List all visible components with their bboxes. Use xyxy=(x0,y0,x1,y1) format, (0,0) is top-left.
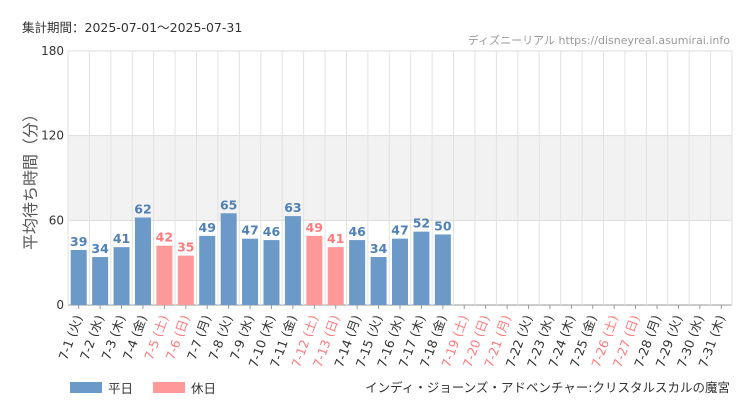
legend-weekday-swatch xyxy=(70,382,102,393)
data-label: 63 xyxy=(284,200,301,215)
data-label: 47 xyxy=(391,223,408,238)
bar xyxy=(242,238,259,305)
data-label: 39 xyxy=(70,234,87,249)
data-label: 46 xyxy=(263,224,281,239)
data-label: 46 xyxy=(348,224,366,239)
data-label: 34 xyxy=(91,241,109,256)
bar xyxy=(327,247,344,305)
y-tick-label: 0 xyxy=(56,298,64,312)
bar xyxy=(113,247,130,305)
period-label: 集計期間：2025-07-01～2025-07-31 xyxy=(22,20,243,35)
bar xyxy=(284,216,301,305)
data-label: 41 xyxy=(113,231,130,246)
bar xyxy=(134,217,151,305)
legend-weekday[interactable]: 平日 xyxy=(70,378,133,397)
brand-label: ディズニーリアル https://disneyreal.asumirai.inf… xyxy=(467,34,730,47)
data-label: 34 xyxy=(370,241,388,256)
bar xyxy=(156,245,173,305)
bar xyxy=(349,240,366,305)
attraction-name: インディ・ジョーンズ・アドベンチャー:クリスタルスカルの魔宮 xyxy=(365,380,730,395)
bar xyxy=(263,240,280,305)
data-label: 49 xyxy=(199,220,216,235)
legend-holiday-label: 休日 xyxy=(191,381,217,396)
data-label: 65 xyxy=(220,197,237,212)
y-tick-label: 120 xyxy=(41,129,64,143)
legend-weekday-label: 平日 xyxy=(108,381,134,396)
bar xyxy=(92,257,109,305)
bar xyxy=(392,238,408,305)
bar xyxy=(177,255,194,305)
legend-holiday[interactable]: 休日 xyxy=(153,378,216,397)
bar xyxy=(370,257,387,305)
data-label: 35 xyxy=(177,240,194,255)
data-label: 42 xyxy=(156,230,173,245)
data-label: 50 xyxy=(434,218,452,233)
legend-holiday-swatch xyxy=(153,382,186,393)
bar xyxy=(199,235,216,305)
bar xyxy=(413,231,430,305)
data-label: 47 xyxy=(241,223,258,238)
bar xyxy=(70,249,87,305)
y-tick-label: 180 xyxy=(41,44,64,58)
bar xyxy=(434,234,451,305)
data-label: 41 xyxy=(327,231,344,246)
bar xyxy=(306,235,323,305)
data-label: 62 xyxy=(134,202,151,217)
bar xyxy=(220,213,237,305)
shaded-band xyxy=(68,135,732,221)
data-label: 52 xyxy=(413,216,430,231)
legend: 平日 休日 xyxy=(70,378,236,397)
y-axis-label: 平均待ち時間（分） xyxy=(21,106,40,250)
y-tick-label: 60 xyxy=(49,213,64,227)
data-label: 49 xyxy=(306,220,323,235)
